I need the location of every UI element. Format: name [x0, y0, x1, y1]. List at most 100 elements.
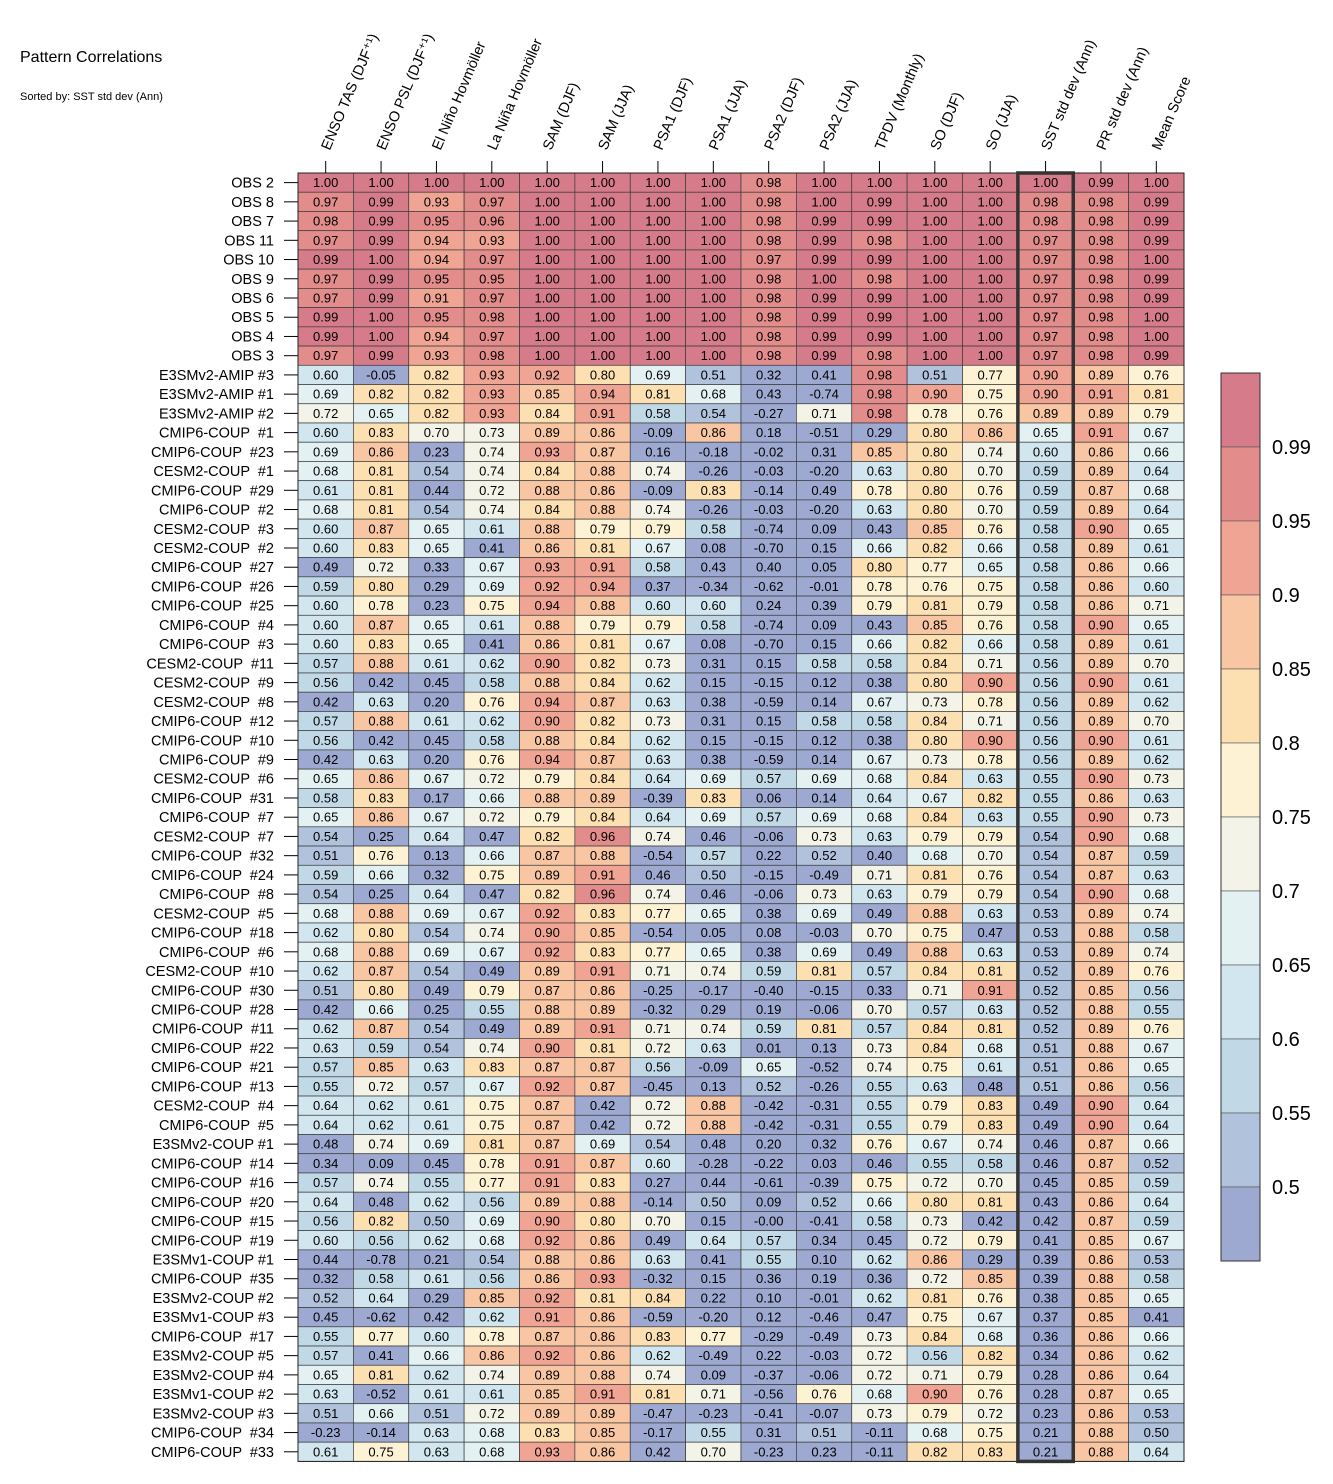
- cell-value-label: 0.58: [701, 521, 726, 536]
- cell-value-label: 0.42: [978, 1214, 1003, 1229]
- cell-value-label: 1.00: [978, 329, 1003, 344]
- cell-value-label: 0.98: [867, 387, 892, 402]
- cell-value-label: 0.65: [701, 944, 726, 959]
- cell-value-label: -0.54: [643, 925, 673, 940]
- cell-value-label: 0.67: [867, 694, 892, 709]
- row-label-cmip6-coup-29: CMIP6-COUP #29: [151, 483, 274, 499]
- cell-value-label: 0.55: [1033, 771, 1058, 786]
- cell-value-label: 0.99: [867, 329, 892, 344]
- cell-value-label: 0.89: [535, 1194, 560, 1209]
- cell-value-label: 0.90: [1088, 829, 1113, 844]
- cell-value-label: 0.42: [1033, 1214, 1058, 1229]
- cell-value-label: 0.98: [1033, 214, 1058, 229]
- cell-value-label: 0.55: [424, 1175, 449, 1190]
- cell-value-label: 1.00: [978, 252, 1003, 267]
- colorbar-tick-label: 0.6: [1272, 1029, 1300, 1051]
- cell-value-label: 0.53: [1144, 1252, 1169, 1267]
- cell-value-label: 0.60: [313, 598, 338, 613]
- cell-value-label: 0.74: [701, 964, 726, 979]
- cell-value-label: 0.60: [313, 617, 338, 632]
- cell-value-label: 0.99: [867, 310, 892, 325]
- heatmap-border: [297, 172, 1185, 1462]
- cell-value-label: 0.55: [1033, 790, 1058, 805]
- cell-value-label: 0.23: [424, 444, 449, 459]
- cell-value-label: -0.17: [643, 1425, 673, 1440]
- cell-value-label: 0.64: [424, 887, 449, 902]
- cell-value-label: 1.00: [645, 310, 670, 325]
- cell-value-label: 0.88: [590, 1194, 615, 1209]
- cell-value-label: 0.61: [1144, 540, 1169, 555]
- cell-value-label: 0.99: [811, 310, 836, 325]
- cell-value-label: 0.62: [479, 1310, 504, 1325]
- cell-value-label: 0.56: [645, 1060, 670, 1075]
- cell-value-label: 0.78: [368, 598, 393, 613]
- cell-value-label: 0.90: [1088, 733, 1113, 748]
- cell-value-label: 0.85: [1088, 1310, 1113, 1325]
- cell-value-label: -0.42: [754, 1098, 784, 1113]
- cell-value-label: 0.23: [811, 1444, 836, 1459]
- cell-value-label: 0.83: [701, 483, 726, 498]
- cell-value-label: 0.25: [424, 1002, 449, 1017]
- cell-value-label: 0.79: [978, 598, 1003, 613]
- cell-value-label: 0.64: [645, 810, 670, 825]
- cell-value-label: 1.00: [368, 329, 393, 344]
- cell-value-label: -0.59: [643, 1310, 673, 1325]
- cell-value-label: 0.89: [1088, 694, 1113, 709]
- cell-value-label: 0.98: [1088, 310, 1113, 325]
- cell-value-label: 0.88: [535, 521, 560, 536]
- cell-value-label: 0.27: [645, 1175, 670, 1190]
- cell-value-label: 0.73: [922, 1214, 947, 1229]
- cell-value-label: 0.86: [1088, 579, 1113, 594]
- cell-value-label: 0.86: [1088, 1329, 1113, 1344]
- cell-value-label: 0.51: [922, 367, 947, 382]
- cell-value-label: 0.56: [479, 1194, 504, 1209]
- cell-value-label: 0.98: [1088, 348, 1113, 363]
- cell-value-label: -0.59: [754, 752, 784, 767]
- cell-value-label: 0.65: [424, 637, 449, 652]
- cell-value-label: -0.46: [809, 1310, 839, 1325]
- cell-value-label: -0.45: [643, 1079, 673, 1094]
- cell-value-label: 0.45: [313, 1310, 338, 1325]
- cell-value-label: 0.79: [922, 829, 947, 844]
- cell-value-label: 0.86: [978, 425, 1003, 440]
- cell-value-label: 0.99: [811, 348, 836, 363]
- cell-value-label: 1.00: [922, 214, 947, 229]
- cell-value-label: 0.71: [867, 867, 892, 882]
- cell-value-label: 0.65: [756, 1060, 781, 1075]
- colorbar-segment: [1220, 890, 1261, 966]
- cell-value-label: 1.00: [590, 329, 615, 344]
- cell-value-label: 0.61: [424, 656, 449, 671]
- cell-value-label: 0.80: [368, 925, 393, 940]
- cell-value-label: 0.74: [867, 1060, 892, 1075]
- cell-value-label: 0.88: [368, 944, 393, 959]
- cell-value-label: 0.94: [535, 752, 560, 767]
- cell-value-label: 0.89: [1033, 406, 1058, 421]
- cell-value-label: 0.87: [590, 694, 615, 709]
- cell-value-label: 1.00: [535, 290, 560, 305]
- cell-value-label: 0.39: [1033, 1271, 1058, 1286]
- cell-value-label: -0.62: [366, 1310, 396, 1325]
- cell-value-label: 0.67: [867, 752, 892, 767]
- cell-value-label: 0.63: [1144, 790, 1169, 805]
- cell-value-label: 0.55: [756, 1252, 781, 1267]
- cell-value-label: 0.29: [701, 1002, 726, 1017]
- cell-value-label: 0.93: [535, 560, 560, 575]
- cell-value-label: 0.98: [867, 233, 892, 248]
- cell-value-label: 0.63: [701, 1040, 726, 1055]
- cell-value-label: 0.65: [424, 521, 449, 536]
- cell-value-label: 0.33: [424, 560, 449, 575]
- cell-value-label: 0.54: [1033, 887, 1058, 902]
- cell-value-label: 0.69: [479, 1214, 504, 1229]
- cell-value-label: 0.43: [756, 387, 781, 402]
- cell-value-label: 0.86: [368, 771, 393, 786]
- cell-value-label: 0.73: [922, 752, 947, 767]
- cell-value-label: 0.20: [424, 752, 449, 767]
- cell-value-label: 0.70: [424, 425, 449, 440]
- cell-value-label: 0.55: [1144, 1002, 1169, 1017]
- cell-value-label: 0.88: [535, 790, 560, 805]
- cell-value-label: 0.61: [1144, 637, 1169, 652]
- colorbar-tick-label: 0.9: [1272, 585, 1300, 607]
- cell-value-label: 1.00: [368, 175, 393, 190]
- cell-value-label: 0.79: [590, 521, 615, 536]
